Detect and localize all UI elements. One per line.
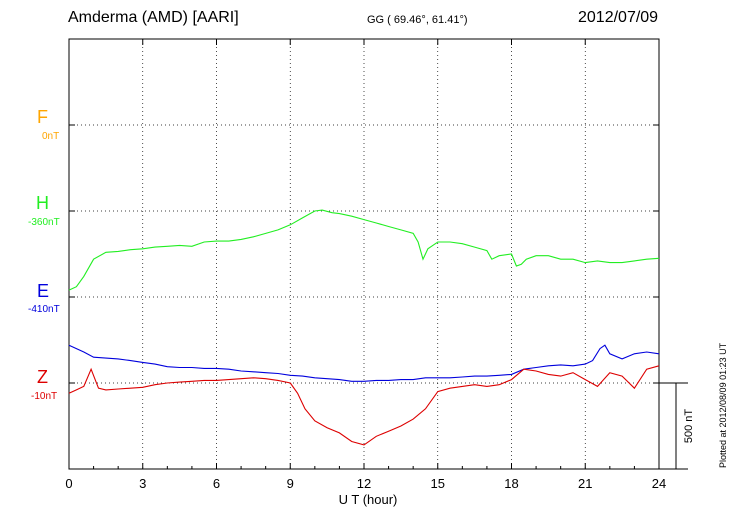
channel-label-f: F [37,107,48,127]
x-tick-label: 24 [652,476,666,491]
channel-baseline-z: -10nT [31,391,58,402]
channel-baseline-h: -360nT [28,217,60,228]
channel-baseline-f: 0nT [42,131,60,142]
series-line-h [68,209,660,291]
x-axis-label: U T (hour) [339,492,398,507]
x-tick-label: 0 [65,476,72,491]
x-tick-label: 12 [357,476,371,491]
series-line-z [68,365,660,446]
chart-date: 2012/07/09 [578,9,659,26]
x-tick-label: 6 [213,476,220,491]
channel-baseline-e: -410nT [28,304,60,315]
x-tick-label: 15 [431,476,445,491]
x-tick-label: 18 [504,476,518,491]
series-line-e [68,344,660,382]
channel-label-e: E [37,281,50,301]
x-tick-label: 21 [578,476,592,491]
scale-bar-label: 500 nT [683,409,695,444]
channel-label-z: Z [37,367,48,387]
x-tick-label: 9 [287,476,294,491]
channel-label-h: H [36,193,49,213]
geographic-coordinates: GG ( 69.46°, 61.41°) [367,14,468,26]
station-title: Amderma (AMD) [AARI] [68,9,239,26]
x-tick-label: 3 [139,476,146,491]
